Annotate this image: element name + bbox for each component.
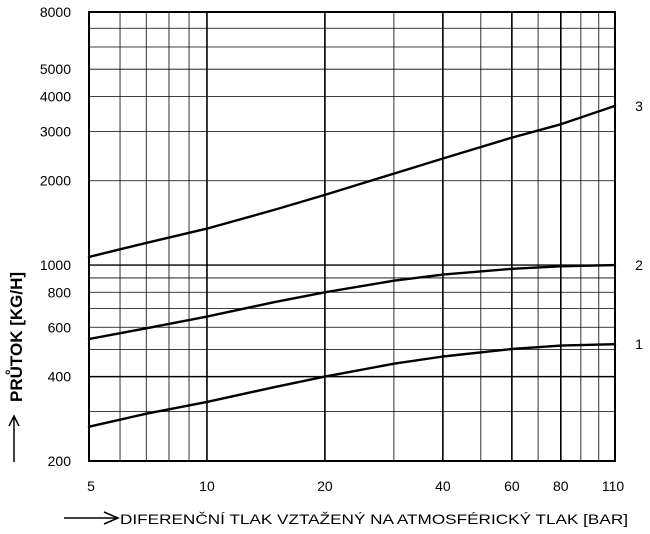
x-tick-label: 80 bbox=[553, 478, 569, 494]
x-axis-label: DIFERENČNÍ TLAK VZTAŽENÝ NA ATMOSFÉRICKÝ… bbox=[120, 511, 628, 527]
y-tick-label: 800 bbox=[48, 284, 72, 300]
y-tick-label: 600 bbox=[48, 319, 72, 335]
y-axis-label: PRŮTOK [KG/H] bbox=[6, 272, 26, 402]
x-tick-label: 40 bbox=[435, 478, 451, 494]
y-tick-label: 5000 bbox=[40, 61, 71, 77]
x-tick-label: 5 bbox=[87, 478, 95, 494]
x-tick-label: 110 bbox=[602, 478, 625, 494]
y-tick-label: 8000 bbox=[40, 4, 71, 20]
x-tick-label: 60 bbox=[504, 478, 520, 494]
series-line-1 bbox=[87, 343, 617, 428]
series-layer: 1 2 3 bbox=[87, 98, 643, 428]
y-tick-label: 400 bbox=[48, 369, 72, 385]
series-label-1: 1 bbox=[635, 336, 643, 352]
series-line-3 bbox=[87, 104, 617, 259]
plot-frame bbox=[88, 11, 616, 462]
series-label-3: 3 bbox=[635, 98, 643, 114]
y-tick-label: 1000 bbox=[40, 257, 71, 273]
x-tick-label: 10 bbox=[199, 478, 215, 494]
y-tick-label: 4000 bbox=[40, 88, 71, 104]
series-label-2: 2 bbox=[635, 257, 643, 273]
x-tick-label: 20 bbox=[317, 478, 333, 494]
y-tick-label: 3000 bbox=[40, 123, 71, 139]
x-axis-arrow bbox=[64, 511, 120, 525]
y-tick-label: 200 bbox=[48, 453, 72, 469]
tick-label-layer: 200 400 600 800 1000 2000 3000 4000 5000 8000 5 10 2… bbox=[40, 4, 625, 494]
y-tick-label: 2000 bbox=[40, 173, 71, 189]
series-line-2 bbox=[87, 263, 617, 341]
y-axis-arrow bbox=[8, 414, 20, 462]
grid-layer bbox=[89, 12, 615, 461]
